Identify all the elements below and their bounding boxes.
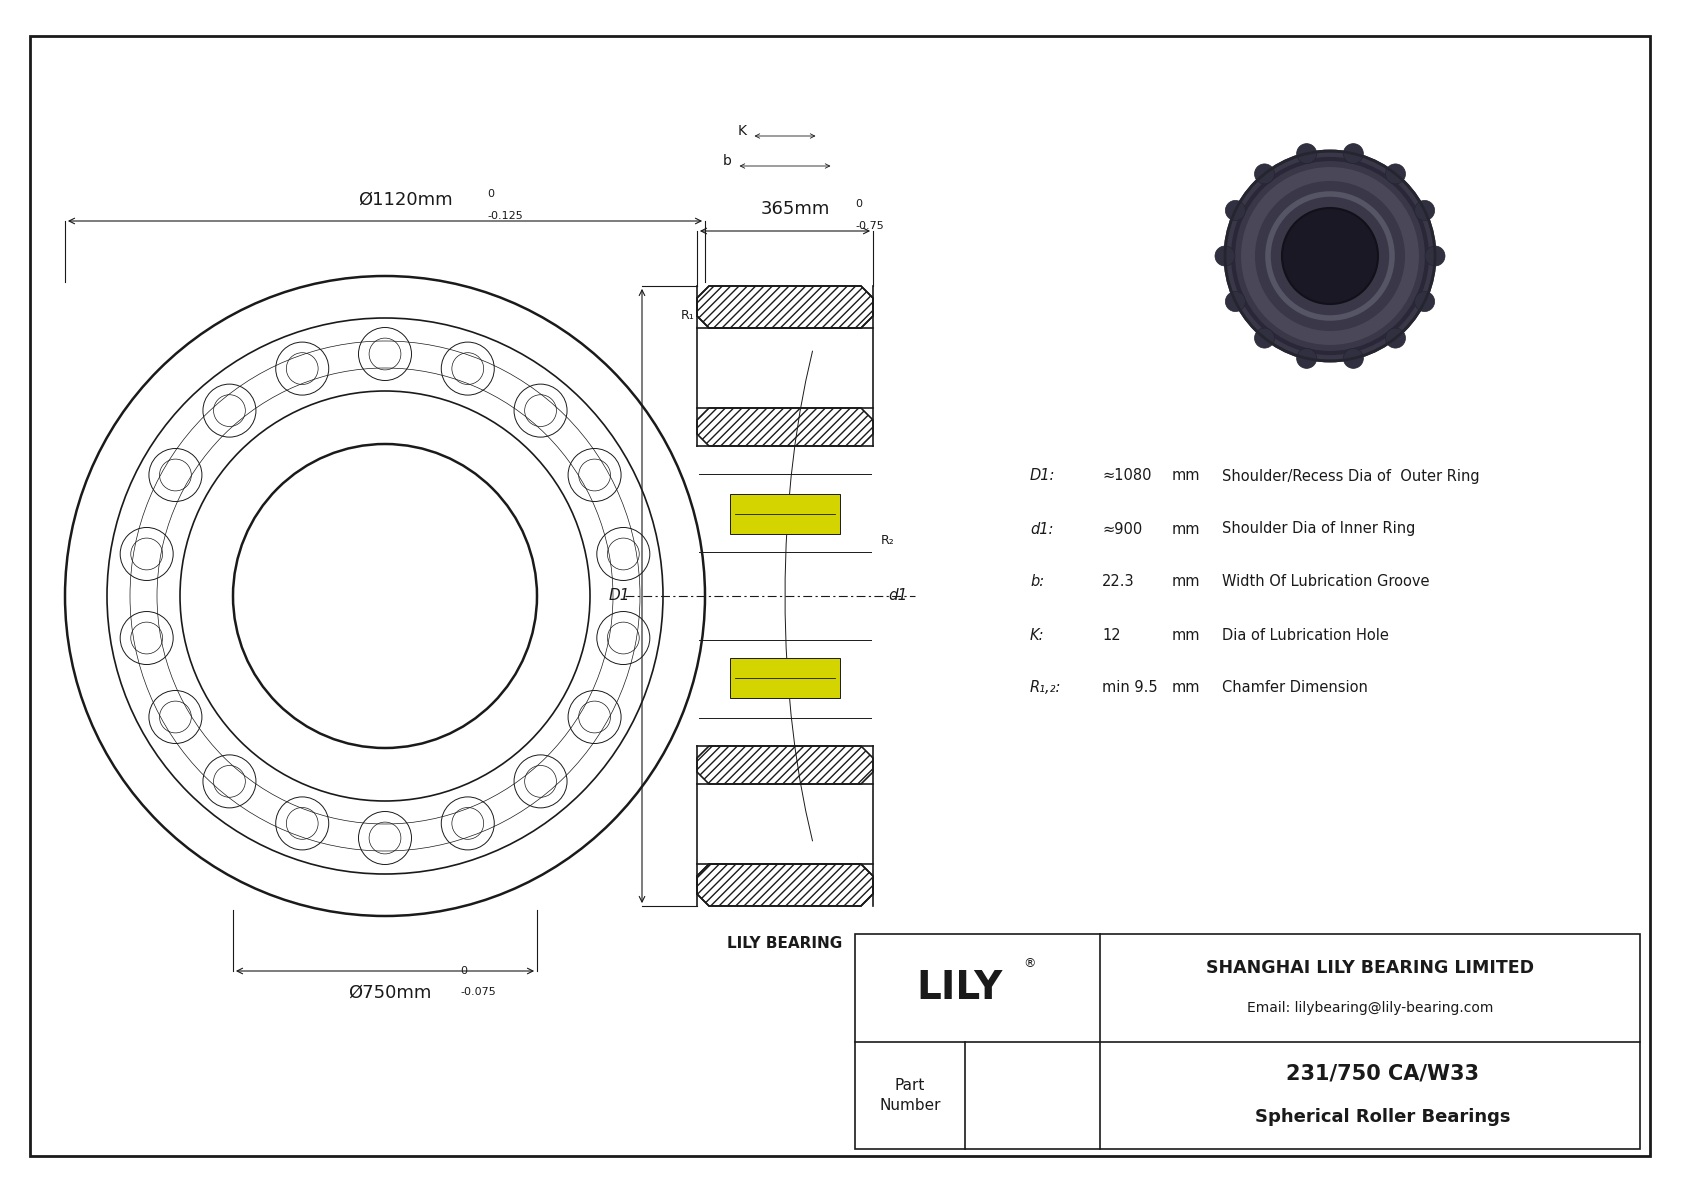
Circle shape	[1344, 348, 1364, 368]
Circle shape	[1297, 348, 1317, 368]
Text: Dia of Lubrication Hole: Dia of Lubrication Hole	[1223, 628, 1389, 642]
Text: 231/750 CA/W33: 231/750 CA/W33	[1287, 1064, 1479, 1084]
Text: Chamfer Dimension: Chamfer Dimension	[1223, 680, 1367, 696]
Circle shape	[1425, 247, 1445, 266]
Text: 22.3: 22.3	[1101, 574, 1135, 590]
Circle shape	[1226, 200, 1246, 220]
Text: Ø750mm: Ø750mm	[349, 984, 431, 1002]
Text: min 9.5: min 9.5	[1101, 680, 1157, 696]
Text: 0: 0	[460, 966, 466, 975]
Text: Shoulder Dia of Inner Ring: Shoulder Dia of Inner Ring	[1223, 522, 1415, 536]
Circle shape	[1282, 208, 1378, 304]
Bar	[855, 934, 1640, 1149]
Text: Part
Number: Part Number	[879, 1078, 941, 1112]
Text: mm: mm	[1172, 468, 1201, 484]
Text: R₁: R₁	[680, 308, 694, 322]
Circle shape	[1214, 247, 1234, 266]
Text: mm: mm	[1172, 680, 1201, 696]
Text: mm: mm	[1172, 522, 1201, 536]
Text: mm: mm	[1172, 574, 1201, 590]
Text: Ø1120mm: Ø1120mm	[357, 191, 453, 208]
Text: b: b	[722, 154, 731, 168]
Circle shape	[1297, 144, 1317, 163]
Text: d1: d1	[887, 588, 908, 604]
Text: 12: 12	[1101, 628, 1120, 642]
Text: R₁,₂:: R₁,₂:	[1031, 680, 1061, 696]
Text: 0: 0	[487, 189, 493, 199]
Text: ≈1080: ≈1080	[1101, 468, 1152, 484]
Text: D1:: D1:	[1031, 468, 1056, 484]
Text: Shoulder/Recess Dia of  Outer Ring: Shoulder/Recess Dia of Outer Ring	[1223, 468, 1480, 484]
Circle shape	[1224, 151, 1435, 361]
Text: Width Of Lubrication Groove: Width Of Lubrication Groove	[1223, 574, 1430, 590]
Text: -0.75: -0.75	[855, 222, 884, 231]
Text: Email: lilybearing@lily-bearing.com: Email: lilybearing@lily-bearing.com	[1246, 1000, 1494, 1015]
Text: ≈900: ≈900	[1101, 522, 1142, 536]
Text: K:: K:	[1031, 628, 1044, 642]
Circle shape	[1255, 328, 1275, 348]
Text: d1:: d1:	[1031, 522, 1054, 536]
Text: 365mm: 365mm	[759, 200, 830, 218]
Circle shape	[1386, 328, 1406, 348]
Text: mm: mm	[1172, 628, 1201, 642]
Polygon shape	[731, 657, 840, 698]
Text: 0: 0	[855, 199, 862, 208]
Text: R₂: R₂	[881, 535, 894, 548]
Text: LILY: LILY	[916, 968, 1002, 1006]
Polygon shape	[731, 494, 840, 534]
Text: -0.125: -0.125	[487, 211, 522, 222]
Circle shape	[1344, 144, 1364, 163]
Circle shape	[1255, 164, 1275, 183]
Circle shape	[1415, 200, 1435, 220]
Text: b:: b:	[1031, 574, 1044, 590]
Text: Spherical Roller Bearings: Spherical Roller Bearings	[1255, 1109, 1511, 1127]
Text: K: K	[738, 124, 746, 138]
Circle shape	[1415, 292, 1435, 312]
Circle shape	[1386, 164, 1406, 183]
Text: LILY BEARING: LILY BEARING	[727, 936, 842, 950]
Circle shape	[1226, 292, 1246, 312]
Text: SHANGHAI LILY BEARING LIMITED: SHANGHAI LILY BEARING LIMITED	[1206, 959, 1534, 977]
Text: D1: D1	[608, 588, 630, 604]
Text: -0.075: -0.075	[460, 987, 495, 997]
Text: ®: ®	[1024, 958, 1036, 971]
